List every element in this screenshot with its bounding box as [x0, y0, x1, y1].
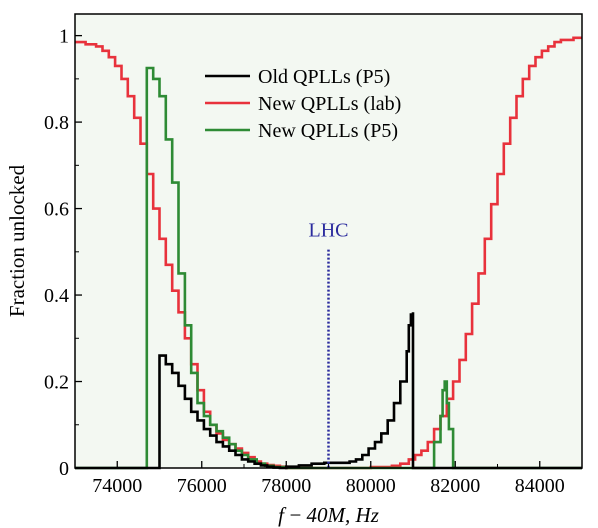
legend-label: New QPLLs (lab) [258, 93, 401, 115]
y-axis-title: Fraction unlocked [5, 164, 29, 317]
x-tick-label: 82000 [430, 475, 480, 497]
y-tick-label: 0.4 [44, 285, 69, 307]
y-tick-label: 0.8 [44, 112, 69, 134]
lhc-label: LHC [309, 220, 349, 242]
y-tick-label: 0.6 [44, 199, 69, 221]
x-axis: 74000 76000 78000 80000 82000 84000 [74, 461, 583, 497]
x-tick-label: 84000 [515, 475, 565, 497]
legend-label: New QPLLs (P5) [258, 120, 398, 142]
x-tick-label: 78000 [261, 475, 311, 497]
x-tick-label: 74000 [92, 475, 142, 497]
y-axis: 0 0.2 0.4 0.6 0.8 1 [44, 26, 82, 480]
annotation-layer: LHC [309, 220, 349, 468]
legend-label: Old QPLLs (P5) [258, 66, 390, 88]
y-tick-label: 0.2 [44, 372, 69, 394]
x-tick-label: 76000 [177, 475, 227, 497]
x-axis-title: f − 40M, Hz [278, 503, 379, 527]
legend: Old QPLLs (P5) New QPLLs (lab) New QPLLs (… [205, 66, 401, 142]
series-line-2 [75, 66, 582, 470]
x-tick-label: 80000 [346, 475, 396, 497]
y-tick-label: 0 [59, 458, 69, 480]
y-tick-label: 1 [59, 26, 69, 48]
